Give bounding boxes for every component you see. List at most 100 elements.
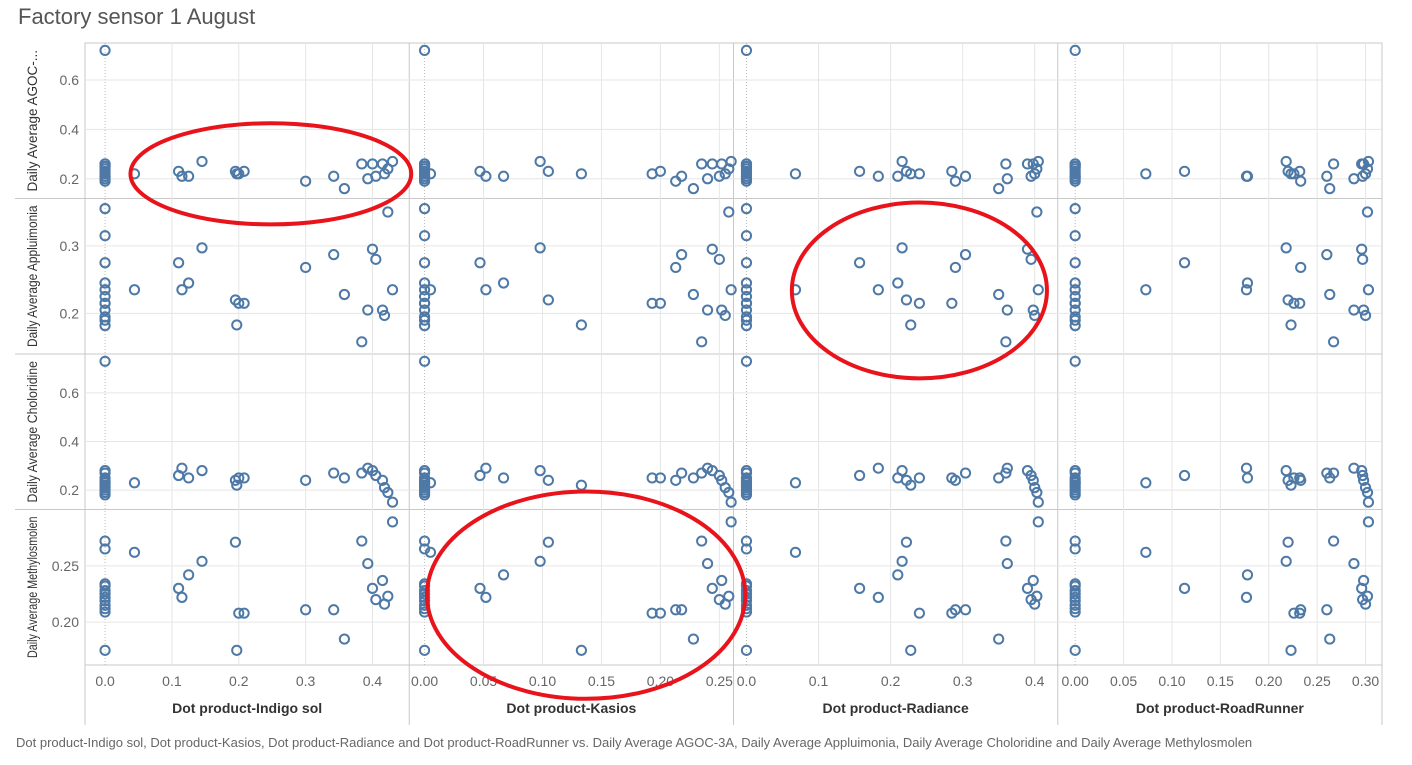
data-point	[1027, 574, 1039, 587]
data-point	[905, 644, 917, 656]
data-point	[676, 467, 688, 479]
data-point	[946, 165, 958, 177]
data-point	[99, 203, 111, 215]
data-point	[418, 175, 431, 187]
x-tick-label: 0.00	[411, 673, 438, 689]
data-point	[1241, 569, 1254, 581]
data-point	[338, 633, 350, 645]
data-point	[1069, 580, 1081, 592]
y-tick-label: 0.2	[60, 171, 80, 187]
data-point	[706, 582, 718, 594]
data-point	[1358, 574, 1370, 587]
data-point	[725, 516, 737, 528]
x-tick-label: 0.0	[95, 673, 115, 689]
y-axis-label: Daily Average Appluimonia	[24, 205, 40, 347]
data-point	[366, 243, 379, 255]
axis-labels: Dot product-Indigo sol Dot product-Kasios…	[24, 50, 1304, 716]
data-point	[1357, 253, 1369, 265]
x-tick-label: 0.10	[529, 673, 556, 689]
data-point	[534, 465, 546, 477]
data-point	[418, 230, 431, 242]
data-point	[740, 290, 753, 303]
data-point	[418, 644, 431, 656]
data-point	[99, 489, 111, 501]
data-point	[418, 290, 431, 303]
data-point	[418, 277, 431, 289]
data-point	[497, 277, 510, 289]
x-tick-label: 0.15	[588, 673, 615, 689]
data-point	[1140, 284, 1152, 296]
data-point	[233, 168, 245, 180]
data-point	[386, 496, 399, 508]
data-point	[1069, 603, 1081, 615]
data-point	[1069, 170, 1081, 182]
data-point	[1001, 462, 1013, 474]
data-point	[1285, 319, 1297, 331]
data-point	[542, 474, 554, 486]
data-point	[99, 297, 111, 309]
data-point	[1285, 644, 1297, 656]
data-point	[740, 175, 753, 187]
data-point	[1069, 158, 1081, 170]
data-point	[900, 294, 913, 306]
data-point	[687, 472, 700, 484]
data-point	[196, 155, 208, 168]
data-point	[1359, 309, 1372, 322]
data-point	[1280, 555, 1292, 567]
data-point	[740, 277, 753, 289]
data-point	[338, 472, 350, 484]
data-point	[853, 257, 866, 269]
data-point	[1328, 535, 1340, 547]
x-axis-label: Dot product-Indigo sol	[172, 700, 322, 716]
grid-lines	[85, 43, 1382, 665]
data-point	[99, 543, 111, 555]
data-point	[654, 472, 666, 484]
data-point	[872, 284, 884, 296]
data-point	[872, 170, 884, 182]
data-point	[99, 355, 111, 367]
highlight-ellipses	[128, 121, 1049, 701]
data-point	[1321, 249, 1333, 261]
data-point	[497, 472, 510, 484]
scatter-matrix: 0.0 0.1 0.2 0.3 0.4 0.00 0.05 0.10 0.15 0.20 0.25 0…	[15, 42, 1383, 725]
data-point	[1358, 474, 1370, 486]
data-point	[725, 155, 737, 168]
data-point	[676, 170, 688, 182]
data-point	[1178, 165, 1191, 177]
data-point	[1295, 604, 1307, 616]
data-point	[1358, 304, 1370, 316]
data-point	[474, 257, 486, 269]
data-point	[386, 155, 399, 168]
data-point	[183, 472, 195, 484]
data-point	[231, 479, 243, 491]
data-point	[676, 604, 688, 616]
data-point	[1280, 155, 1292, 168]
data-point	[382, 206, 394, 218]
data-point	[1324, 633, 1336, 645]
data-point	[1362, 284, 1375, 296]
data-point	[1025, 253, 1037, 265]
data-point	[172, 582, 185, 594]
y-tick-label: 0.4	[60, 433, 80, 449]
data-point	[238, 472, 250, 484]
data-point	[183, 277, 195, 289]
data-point	[99, 257, 111, 269]
data-point	[474, 469, 486, 482]
data-point	[1240, 462, 1253, 474]
data-point	[740, 158, 753, 170]
x-tick-label: 0.20	[1255, 673, 1282, 689]
data-point	[905, 319, 917, 331]
data-point	[418, 543, 431, 555]
y-tick-label: 0.4	[60, 121, 80, 137]
data-point	[172, 257, 185, 269]
plot-frame	[15, 42, 1383, 725]
data-point	[1288, 472, 1300, 484]
data-point	[1240, 591, 1253, 603]
data-point	[701, 557, 714, 570]
data-point	[654, 297, 666, 309]
data-point	[231, 644, 243, 656]
data-point	[1288, 297, 1300, 309]
data-point	[716, 574, 728, 587]
data-point	[959, 604, 972, 616]
data-point	[740, 257, 753, 269]
